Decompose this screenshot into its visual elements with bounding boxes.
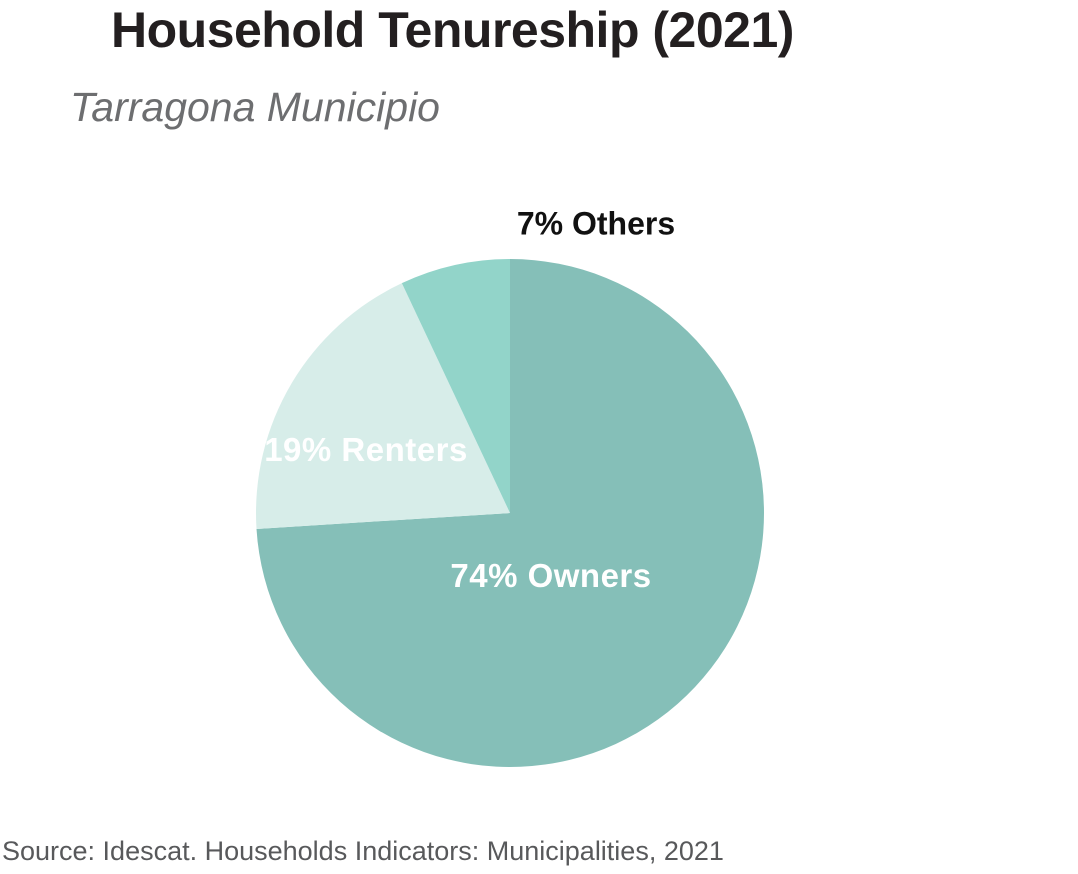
source-note: Source: Idescat. Households Indicators: … (2, 836, 724, 866)
chart-subtitle: Tarragona Municipio (70, 84, 440, 130)
chart-title: Household Tenureship (2021) (111, 2, 794, 58)
pie-slice-owners (256, 259, 764, 768)
pie-label-owners: 74% Owners (450, 557, 652, 594)
pie-slice-renters (255, 283, 510, 529)
pie-label-renters: 19% Renters (264, 431, 468, 468)
pie-label-others: 7% Others (516, 205, 676, 242)
pie-slice-others (401, 259, 510, 513)
